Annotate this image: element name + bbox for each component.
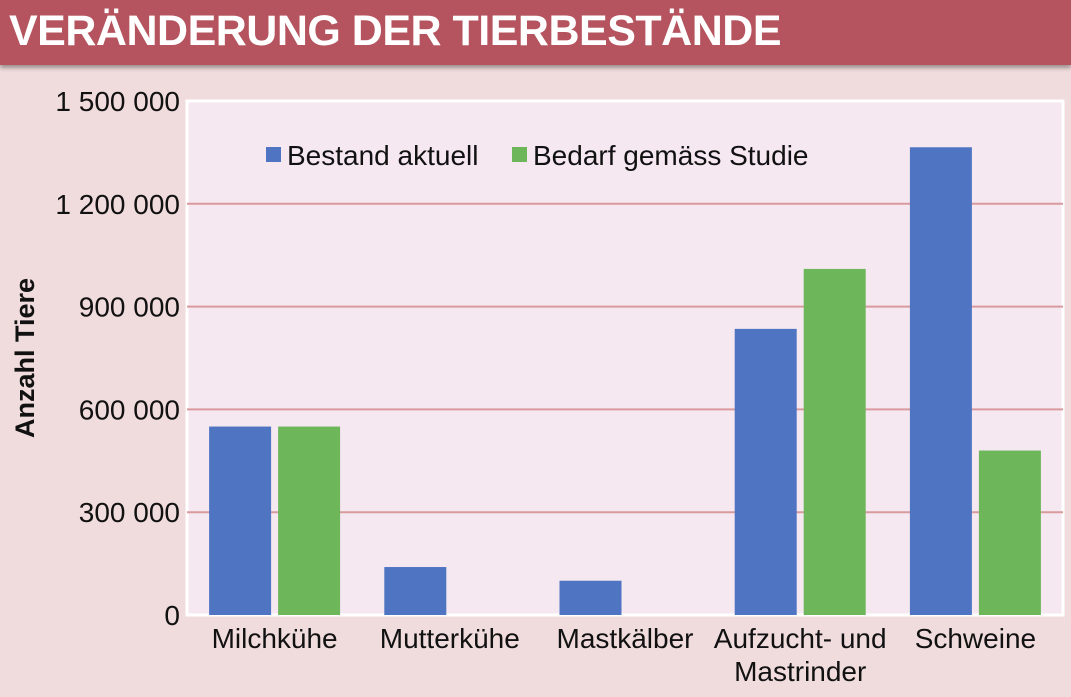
x-tick-label: Aufzucht- und — [714, 623, 887, 654]
x-tick-label: Schweine — [915, 623, 1036, 654]
y-tick-label: 300 000 — [79, 497, 180, 528]
y-tick-label: 1 500 000 — [55, 86, 180, 117]
x-tick-label: Milchkühe — [212, 623, 338, 654]
header-banner: VERÄNDERUNG DER TIERBESTÄNDE — [0, 0, 1071, 65]
bar-bestand — [734, 328, 797, 615]
x-tick-label: Mastkälber — [557, 623, 694, 654]
y-tick-label: 1 200 000 — [55, 189, 180, 220]
bars — [209, 147, 1041, 615]
legend-label: Bedarf gemäss Studie — [533, 140, 809, 171]
legend-swatch — [266, 147, 281, 162]
y-tick-label: 600 000 — [79, 394, 180, 425]
bar-bestand — [559, 580, 622, 615]
bar-bestand — [909, 147, 972, 615]
legend: Bestand aktuell Bedarf gemäss Studie — [266, 140, 809, 171]
x-tick-label: Mastrinder — [734, 656, 866, 687]
bar-bestand — [209, 426, 272, 615]
x-tick-label: Mutterkühe — [380, 623, 520, 654]
y-axis-label: Anzahl Tiere — [10, 278, 40, 438]
bar-bedarf — [803, 268, 866, 615]
legend-swatch — [512, 147, 527, 162]
y-tick-label: 0 — [164, 600, 180, 631]
bar-bestand — [384, 567, 447, 615]
y-axis-ticks: 0 300 000 600 000 900 000 1 200 000 1 500 000 — [55, 86, 180, 631]
y-tick-label: 900 000 — [79, 292, 180, 323]
bar-bedarf — [978, 450, 1041, 615]
page-title: VERÄNDERUNG DER TIERBESTÄNDE — [9, 7, 782, 55]
bar-bedarf — [278, 426, 341, 615]
legend-label: Bestand aktuell — [287, 140, 478, 171]
x-axis-ticks: Milchkühe Mutterkühe Mastkälber Aufzucht- u… — [212, 623, 1037, 687]
